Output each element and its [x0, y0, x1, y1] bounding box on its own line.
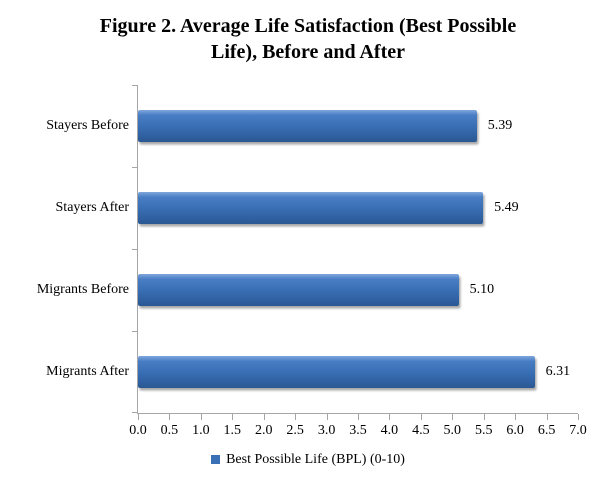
legend-marker-icon [211, 455, 221, 464]
x-axis-tick [169, 414, 171, 420]
category-label: Migrants After [46, 364, 129, 379]
x-axis-tick [483, 414, 485, 420]
category-label: Stayers Before [46, 118, 129, 133]
x-axis-tick-label: 1.5 [223, 423, 242, 438]
value-label: 5.49 [494, 200, 519, 215]
y-axis-tick [132, 412, 138, 413]
x-axis-tick [420, 414, 422, 420]
legend: Best Possible Life (BPL) (0-10) [0, 452, 616, 468]
bar-row: Stayers Before 5.39 [46, 85, 578, 167]
value-label: 5.39 [487, 118, 513, 133]
x-axis-tick-label: 5.5 [474, 423, 493, 438]
bar-row: Stayers After 5.49 [56, 167, 578, 249]
x-axis-tick-label: 2.0 [254, 423, 273, 438]
x-axis-tick [295, 414, 297, 420]
x-axis-tick-label: 4.5 [412, 423, 430, 438]
y-axis-tick [132, 331, 138, 332]
x-axis-tick-label: 4.0 [380, 423, 399, 438]
x-axis-tick-label: 3.5 [349, 423, 367, 438]
x-axis-tick [358, 414, 359, 420]
bar-row: Migrants Before 5.10 [37, 249, 578, 331]
value-label: 5.10 [469, 282, 495, 297]
chart-title: Figure 2. Average Life Satisfaction (Bes… [58, 13, 558, 65]
y-axis-tick [132, 249, 138, 250]
x-axis-tick [578, 414, 579, 420]
legend-label: Best Possible Life (BPL) (0-10) [226, 452, 405, 467]
bar [138, 274, 459, 306]
x-axis-tick [232, 414, 234, 420]
x-axis: 0.0 0.5 1.0 1.5 2.0 2.5 3.0 3.5 4.0 4.5 5.0 5.5 6.0 6… [129, 414, 587, 444]
bar [138, 192, 484, 224]
plot-area: Stayers Before 5.39 Stayers After 5.49 Migra… [37, 85, 578, 414]
x-axis-tick [546, 414, 548, 420]
x-axis-tick-label: 2.5 [286, 423, 304, 438]
x-axis-tick [326, 414, 328, 420]
chart-title-line: Life), Before and After [210, 41, 406, 63]
x-axis-tick-label: 0.5 [160, 423, 179, 438]
x-axis-tick-label: 6.5 [537, 423, 556, 438]
x-axis-tick [389, 414, 391, 420]
value-label: 6.31 [545, 364, 571, 379]
x-axis-tick-label: 7.0 [569, 423, 587, 438]
x-axis-tick-label: 0.0 [129, 423, 147, 438]
category-label: Migrants Before [36, 282, 129, 297]
x-axis-tick [515, 414, 517, 420]
x-axis-tick-label: 1.0 [192, 423, 210, 438]
x-axis-tick-label: 5.0 [443, 423, 462, 438]
chart-title-line: Figure 2. Average Life Satisfaction (Bes… [99, 15, 517, 37]
y-axis-tick [132, 167, 138, 168]
x-axis-tick-label: 3.0 [317, 423, 336, 438]
y-axis-tick [132, 85, 138, 86]
bar [138, 356, 535, 388]
bar-row: Migrants After 6.31 [46, 331, 578, 413]
bar [138, 110, 477, 142]
x-axis-tick [138, 414, 139, 420]
x-axis-tick [263, 414, 265, 420]
x-axis-tick [452, 414, 454, 420]
x-axis-tick-label: 6.0 [506, 423, 524, 438]
category-label: Stayers After [55, 200, 129, 215]
x-axis-tick [200, 414, 202, 420]
